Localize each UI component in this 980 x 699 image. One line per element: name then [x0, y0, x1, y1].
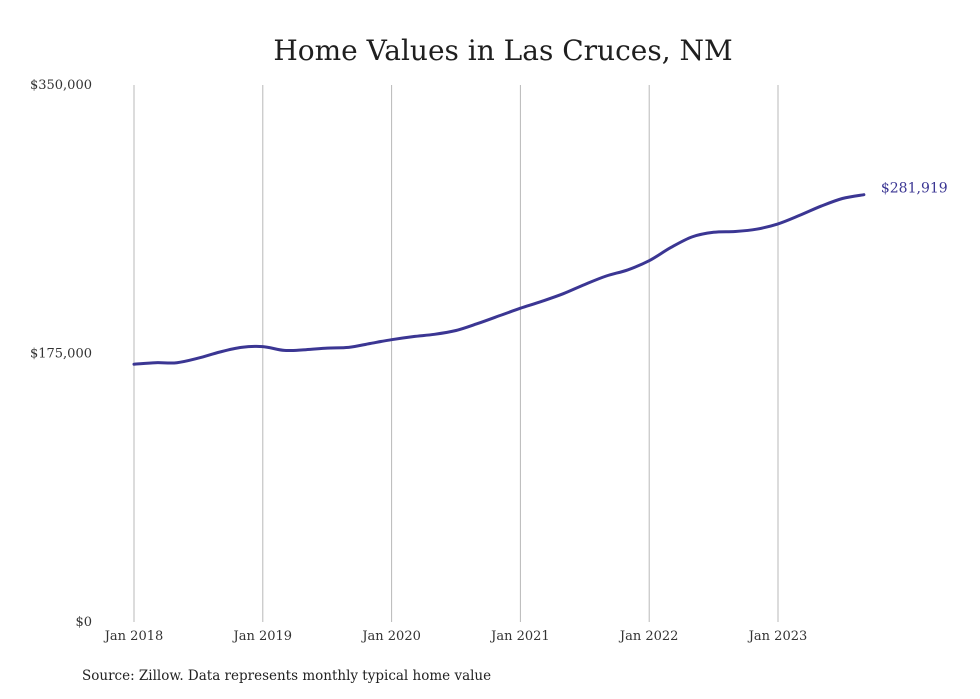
series-group: $281,919	[132, 181, 948, 366]
source-note: Source: Zillow. Data represents monthly …	[82, 668, 492, 684]
x-tick-label: Jan 2022	[618, 629, 679, 644]
series-line	[132, 193, 866, 366]
end-value-label: $281,919	[881, 181, 948, 197]
x-tick-label: Jan 2019	[232, 629, 293, 644]
x-tick-label: Jan 2018	[103, 629, 164, 644]
y-tick-label: $0	[75, 615, 92, 630]
chart-title: Home Values in Las Cruces, NM	[273, 34, 732, 67]
x-tick-label: Jan 2020	[360, 629, 421, 644]
x-tick-label: Jan 2023	[747, 629, 808, 644]
x-axis: Jan 2018 Jan 2019 Jan 2020 Jan 2021 Jan 2022…	[103, 629, 808, 644]
x-tick-label: Jan 2021	[489, 629, 550, 644]
gridlines	[133, 85, 779, 622]
y-axis: $0 $175,000 $350,000	[30, 78, 92, 630]
y-tick-label: $350,000	[30, 78, 92, 93]
y-tick-label: $175,000	[30, 347, 92, 362]
